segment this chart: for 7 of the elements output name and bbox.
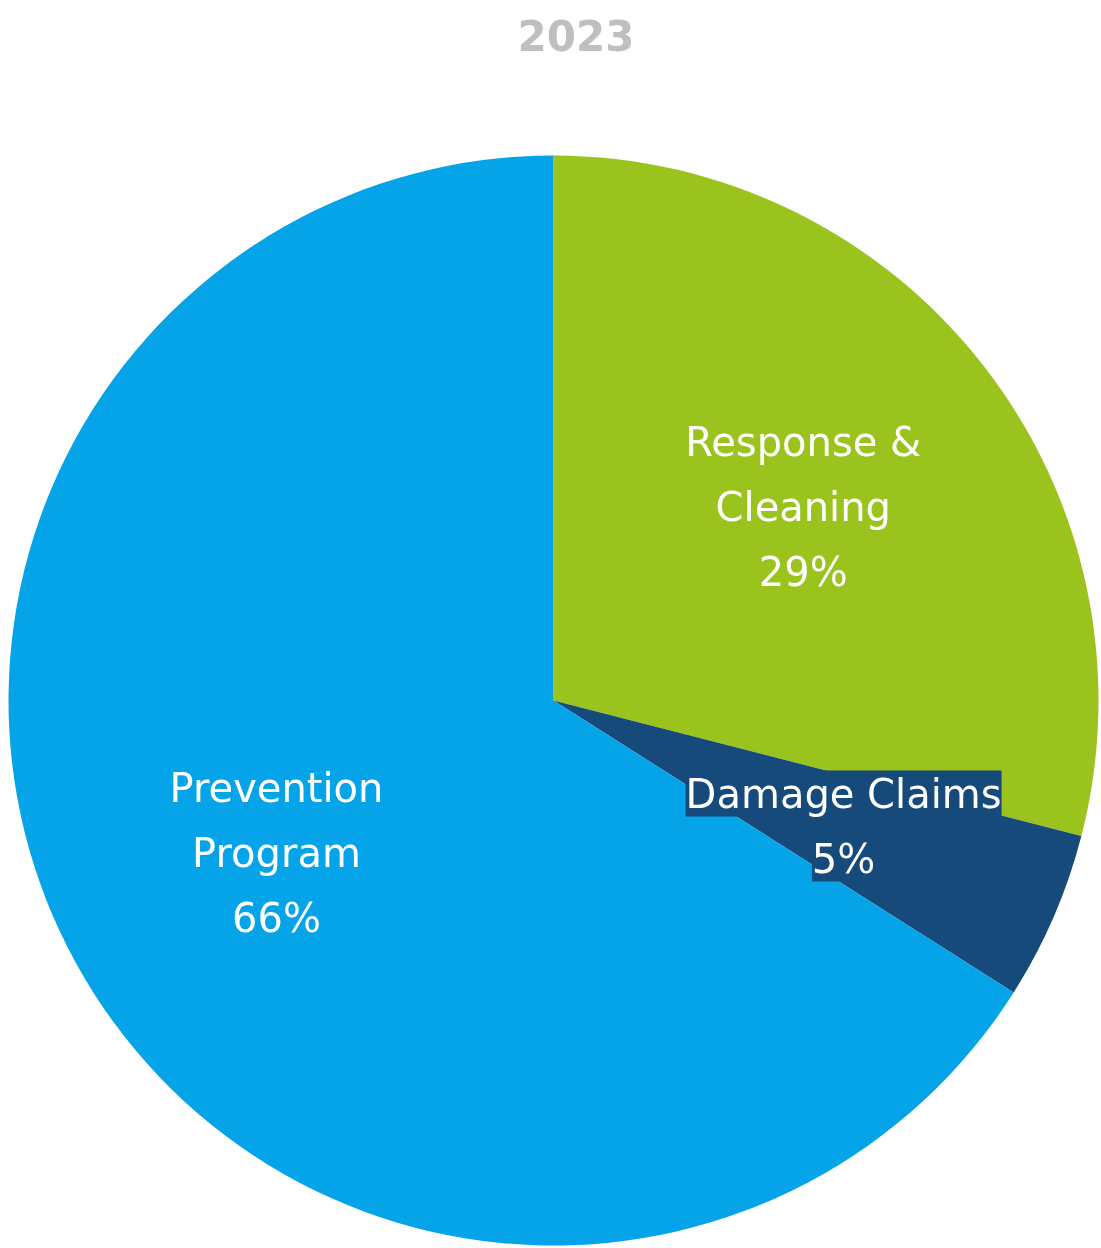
slice-label: Damage Claims [685, 770, 1002, 817]
data-label: 29% [758, 548, 848, 595]
chart-title: 2023 [517, 12, 635, 61]
slice-label: Prevention Program [169, 764, 384, 876]
data-label: 66% [232, 894, 321, 941]
slice-label: Response & Cleaning [685, 418, 922, 530]
data-label: 5% [811, 835, 876, 882]
